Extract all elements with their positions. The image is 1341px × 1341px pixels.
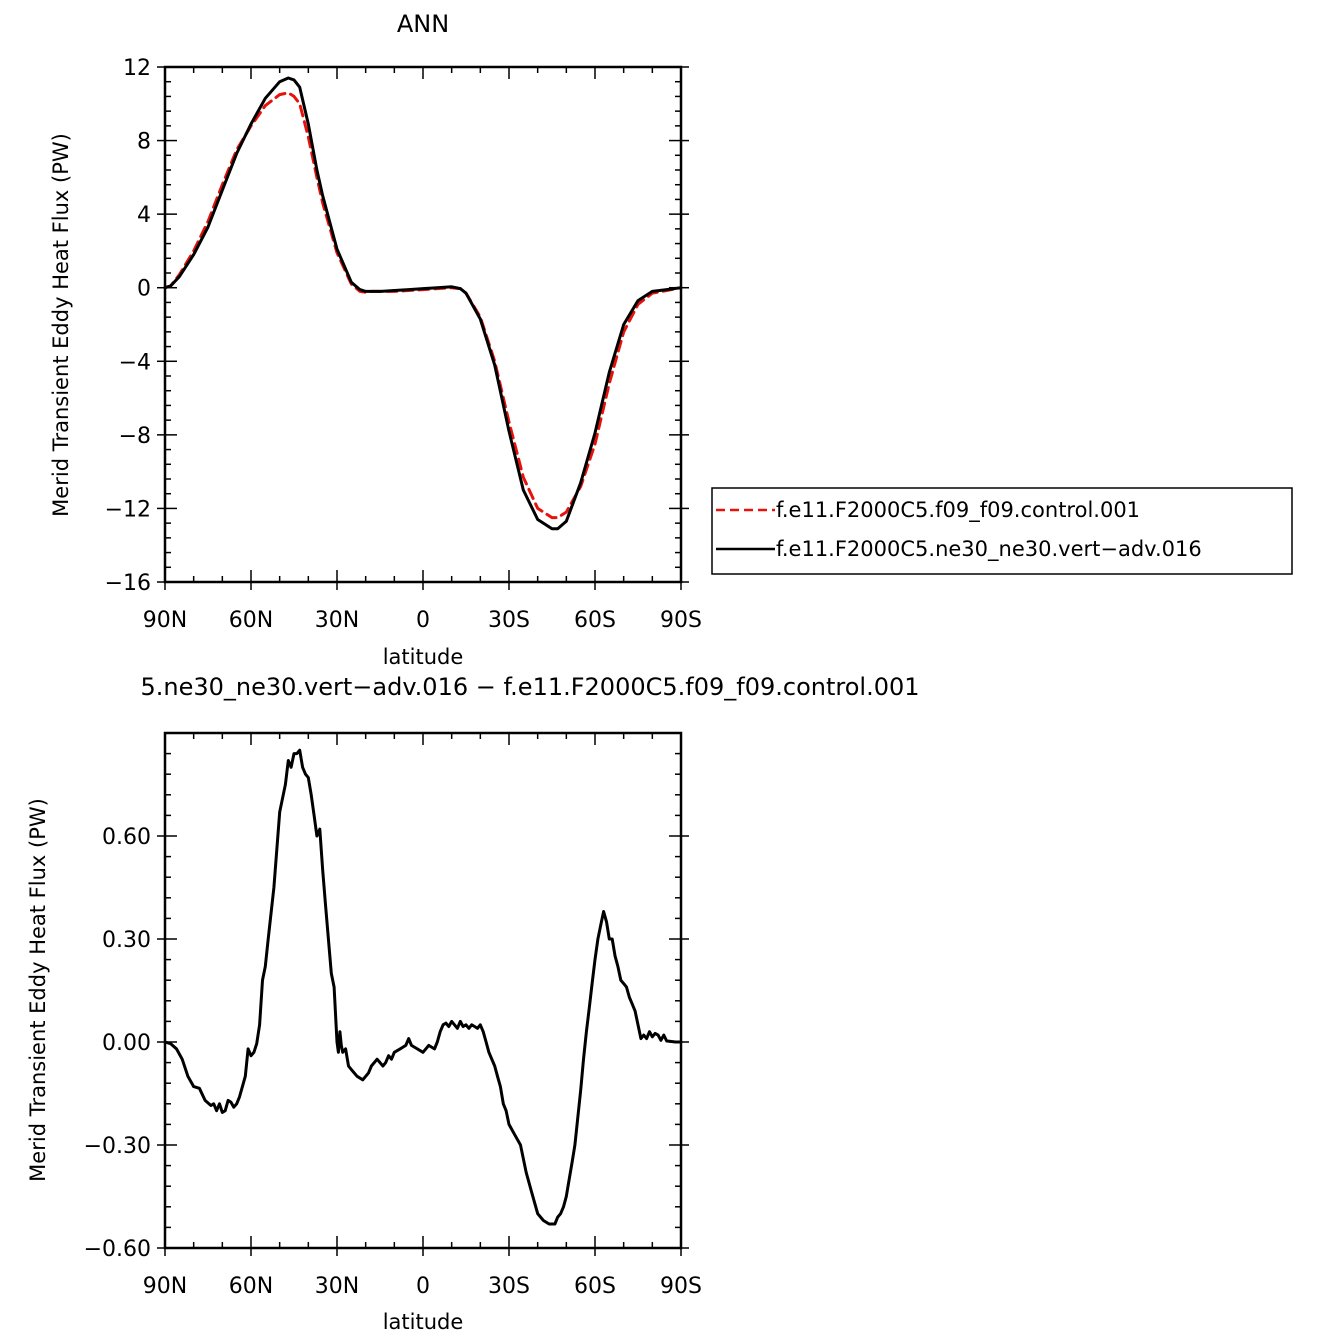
bottom-xtick-label: 60N: [229, 1274, 273, 1299]
top-x-axis-label: latitude: [383, 645, 464, 669]
bottom-series-group: [163, 748, 683, 1226]
bottom-panel: 5.ne30_ne30.vert−adv.016 − f.e11.F2000C5…: [26, 673, 920, 1334]
bottom-axis-ticks: [157, 732, 689, 1256]
top-ytick-label: 4: [137, 203, 151, 228]
bottom-ytick-label: 0.00: [102, 1031, 151, 1056]
bottom-xtick-label: 60S: [574, 1274, 616, 1299]
top-tick-labels: 90N 60N 30N 0 30S 60S 90S 12 8 4 0 −4 −8 −12 −16: [105, 56, 702, 633]
top-xtick-label: 60N: [229, 608, 273, 633]
bottom-ytick-label: 0.60: [102, 825, 151, 850]
bottom-ytick-label: −0.60: [84, 1237, 151, 1262]
top-ytick-label: 8: [137, 130, 151, 155]
bottom-xtick-label: 30S: [488, 1274, 530, 1299]
bottom-chart-title: 5.ne30_ne30.vert−adv.016 − f.e11.F2000C5…: [140, 673, 919, 701]
top-xtick-label: 90S: [660, 608, 702, 633]
legend-entry-vertadv: f.e11.F2000C5.ne30_ne30.vert−adv.016: [776, 537, 1202, 562]
bottom-xtick-label: 90S: [660, 1274, 702, 1299]
top-xtick-label: 60S: [574, 608, 616, 633]
top-series-group: [163, 76, 683, 531]
bottom-xtick-label: 0: [416, 1274, 430, 1299]
top-xtick-label: 90N: [143, 608, 187, 633]
top-ytick-label: −8: [119, 424, 151, 449]
top-y-axis-label: Merid Transient Eddy Heat Flux (PW): [49, 133, 73, 517]
top-ytick-label: −12: [105, 497, 151, 522]
top-xtick-label: 0: [416, 608, 430, 633]
bottom-y-axis-label: Merid Transient Eddy Heat Flux (PW): [26, 798, 50, 1182]
bottom-tick-labels: 90N 60N 30N 0 30S 60S 90S 0.60 0.30 0.00 −0.30 −0.6…: [84, 825, 702, 1299]
top-xtick-label: 30S: [488, 608, 530, 633]
top-ytick-label: −16: [105, 571, 151, 596]
top-series-line-1: [163, 76, 683, 531]
bottom-series-line-0: [163, 748, 683, 1226]
legend-box: [711, 487, 1293, 575]
top-ytick-label: 12: [123, 56, 151, 81]
bottom-xtick-label: 90N: [143, 1274, 187, 1299]
top-ytick-label: −4: [119, 350, 151, 375]
top-ytick-label: 0: [137, 277, 151, 302]
bottom-ytick-label: 0.30: [102, 928, 151, 953]
bottom-plot-frame: [163, 731, 683, 1250]
top-series-line-0: [163, 91, 683, 520]
top-chart-title: ANN: [397, 10, 449, 38]
bottom-x-axis-label: latitude: [383, 1310, 464, 1334]
bottom-ytick-label: −0.30: [84, 1134, 151, 1159]
top-panel: ANN 90N 60N 30N 0 30S 60S 90S 12 8 4 0 −4 −8 −12 −16 l…: [49, 10, 702, 669]
legend: f.e11.F2000C5.f09_f09.control.001 f.e11.…: [711, 487, 1293, 575]
top-xtick-label: 30N: [315, 608, 359, 633]
top-plot-frame: [163, 65, 683, 584]
top-axis-ticks: [157, 66, 689, 590]
bottom-xtick-label: 30N: [315, 1274, 359, 1299]
legend-entry-control: f.e11.F2000C5.f09_f09.control.001: [776, 498, 1140, 523]
